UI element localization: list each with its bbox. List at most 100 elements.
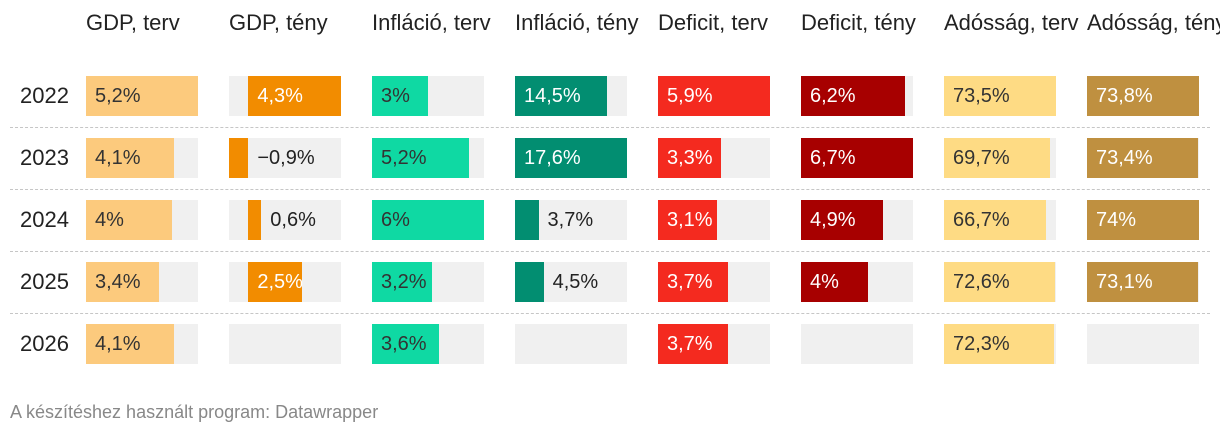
value-label: 3,7%: [667, 333, 713, 355]
bar-inf_teny-2023: [515, 138, 627, 178]
value-label: 4,5%: [552, 271, 599, 293]
value-label: 4,1%: [95, 333, 141, 355]
bar-gdp_terv-2024: [86, 200, 173, 240]
bar-gdp_teny-2025: [248, 262, 303, 302]
bar-inf_terv-2024: [372, 200, 484, 240]
cell-track: 66,7%: [944, 200, 1056, 240]
value-label: 6%: [381, 209, 410, 231]
cell-track: 3,3%: [658, 138, 770, 178]
year-label-2025: 2025: [20, 269, 69, 294]
value-label: 73,4%: [1096, 147, 1153, 169]
cell-track: [229, 324, 341, 364]
cell-track: −0,9%: [229, 138, 341, 178]
value-label: 73,8%: [1096, 85, 1153, 107]
cell-track: 0,6%: [229, 200, 341, 240]
column-header-def_teny: Deficit, tény: [801, 10, 916, 35]
cell-track: 5,2%: [372, 138, 484, 178]
cell-track: 4,1%: [86, 138, 198, 178]
cell-track: 73,4%: [1087, 138, 1199, 178]
bar-gdp_terv-2026: [86, 324, 175, 364]
value-label: 17,6%: [524, 147, 581, 169]
value-label: 6,7%: [810, 147, 856, 169]
value-label: 3,7%: [547, 209, 594, 231]
bar-def_terv-2022: [658, 76, 770, 116]
year-label-2022: 2022: [20, 83, 69, 108]
bar-ado_terv-2022: [944, 76, 1056, 116]
value-label: 3,1%: [667, 209, 713, 231]
value-label: 4,9%: [810, 209, 856, 231]
cell-track: 4,1%: [86, 324, 198, 364]
row-divider: [10, 127, 1210, 128]
table-chart: GDP, terv GDP, tény Infláció, terv Infláció…: [10, 10, 1220, 364]
value-label: 5,2%: [381, 147, 427, 169]
cell-track: 4%: [86, 200, 198, 240]
bar-def_terv-2025: [658, 262, 729, 302]
value-label: 4,1%: [95, 147, 141, 169]
cell-track: 3,4%: [86, 262, 198, 302]
bar-gdp_terv-2025: [86, 262, 160, 302]
column-header-inf_teny: Infláció, tény: [515, 10, 639, 35]
cell-track: 72,3%: [944, 324, 1056, 364]
column-header-ado_terv: Adósság, terv: [944, 10, 1079, 35]
value-label: 73,1%: [1096, 271, 1153, 293]
year-label-2024: 2024: [20, 207, 69, 232]
cell-track: 73,8%: [1087, 76, 1199, 116]
cell-track: 69,7%: [944, 138, 1056, 178]
bar-inf_terv-2026: [372, 324, 440, 364]
bar-def_teny-2023: [801, 138, 913, 178]
bar-ado_teny-2025: [1087, 262, 1198, 302]
value-label: 0,6%: [270, 209, 316, 231]
value-label: 3,7%: [667, 271, 713, 293]
cell-track: 5,2%: [86, 76, 198, 116]
row-divider: [10, 313, 1210, 314]
bar-gdp_teny-2024: [248, 200, 262, 240]
cell-track: 17,6%: [515, 138, 627, 178]
cell-track: 4,3%: [229, 76, 341, 116]
value-label: 69,7%: [953, 147, 1010, 169]
value-label: 66,7%: [953, 209, 1010, 231]
bar-def_teny-2025: [801, 262, 868, 302]
bar-gdp_teny-2023: [229, 138, 249, 178]
value-label: 73,5%: [953, 85, 1010, 107]
bar-inf_terv-2022: [372, 76, 428, 116]
bar-inf_teny-2022: [515, 76, 608, 116]
year-label-2023: 2023: [20, 145, 69, 170]
cell-track: 3,7%: [658, 324, 770, 364]
cell-track: 4,9%: [801, 200, 913, 240]
column-header-ado_teny: Adósság, tény: [1087, 10, 1220, 35]
bar-inf_teny-2025: [515, 262, 544, 302]
row-divider: [10, 251, 1210, 252]
credit-footer: A készítéshez használt program: Datawrap…: [10, 402, 379, 422]
bar-gdp_terv-2022: [86, 76, 198, 116]
value-label: 5,9%: [667, 85, 713, 107]
value-label: 3,4%: [95, 271, 141, 293]
value-label: 72,3%: [953, 333, 1010, 355]
cell-track: 3,1%: [658, 200, 770, 240]
column-header-gdp_terv: GDP, terv: [86, 10, 180, 35]
bar-inf_terv-2023: [372, 138, 470, 178]
value-label: 4%: [810, 271, 839, 293]
row-divider: [10, 189, 1210, 190]
column-header-def_terv: Deficit, terv: [658, 10, 769, 35]
bar-ado_teny-2024: [1087, 200, 1199, 240]
bar-ado_terv-2023: [944, 138, 1051, 178]
cell-track: 74%: [1087, 200, 1199, 240]
bar-def_teny-2024: [801, 200, 883, 240]
cell-track: 6,7%: [801, 138, 913, 178]
bar-def_terv-2024: [658, 200, 717, 240]
value-label: −0,9%: [257, 147, 315, 169]
value-label: 4,3%: [257, 85, 303, 107]
bar-def_terv-2023: [658, 138, 721, 178]
value-label: 2,5%: [257, 271, 303, 293]
cell-track: 3,7%: [658, 262, 770, 302]
value-label: 3,2%: [381, 271, 427, 293]
cell-track: 3,7%: [515, 200, 627, 240]
cell-track: 3%: [372, 76, 484, 116]
cell-track: 4,5%: [515, 262, 627, 302]
bar-inf_terv-2025: [372, 262, 432, 302]
value-label: 3,6%: [381, 333, 427, 355]
cell-track: 2,5%: [229, 262, 341, 302]
cell-track: 3,2%: [372, 262, 484, 302]
bar-ado_teny-2022: [1087, 76, 1199, 116]
year-label-2026: 2026: [20, 331, 69, 356]
